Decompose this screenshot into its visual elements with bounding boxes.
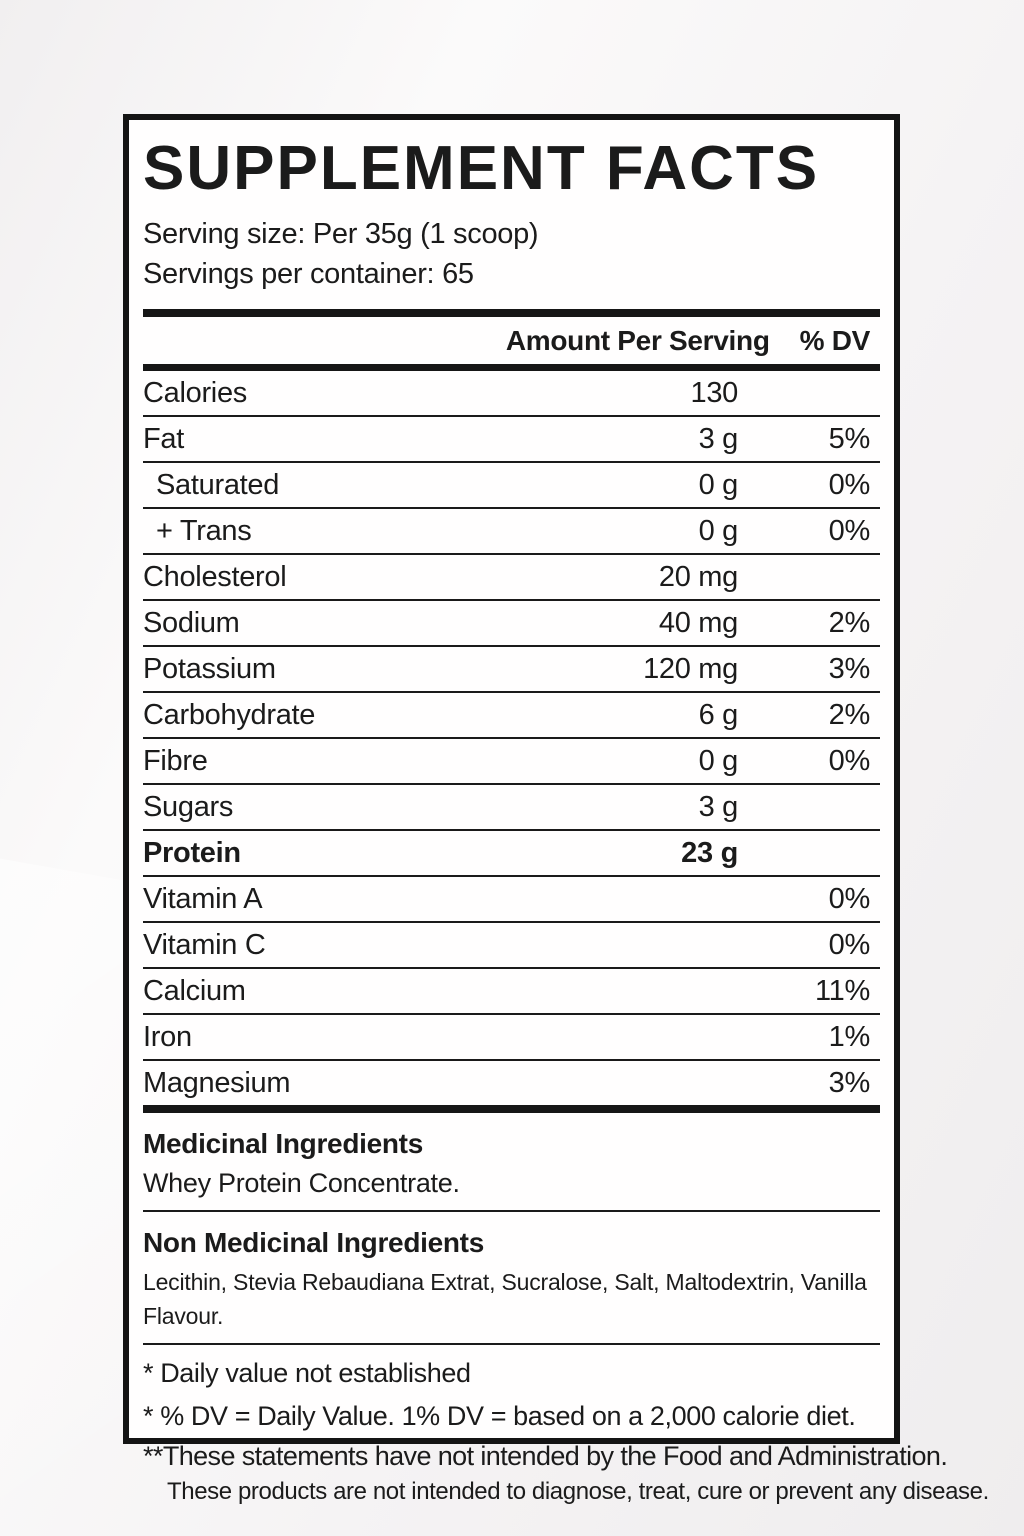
footnote-daily-value: * Daily value not established: [143, 1358, 471, 1388]
nutrient-name: Calories: [143, 376, 247, 409]
nutrient-name: Cholesterol: [143, 560, 287, 593]
nutrient-row: Potassium 120 mg 3%: [143, 647, 880, 693]
thick-rule-header: [143, 364, 880, 371]
nutrient-amount: 0 g: [698, 468, 739, 501]
nutrient-row: + Trans 0 g 0%: [143, 509, 880, 555]
medicinal-ingredients-text: Whey Protein Concentrate.: [143, 1168, 460, 1198]
nutrient-dv-percent: 11%: [815, 974, 870, 1007]
nutrient-rows: Calories 130 Fat 3 g 5% Saturated 0 g 0%…: [143, 371, 880, 1105]
percent-dv-header: % DV: [799, 324, 871, 356]
footnote-dv-definition: * % DV = Daily Value. 1% DV = based on a…: [143, 1401, 856, 1431]
nutrient-name: Iron: [143, 1020, 192, 1053]
nutrient-amount: 0 g: [698, 744, 739, 777]
nutrient-dv-percent: 3%: [828, 652, 871, 685]
footnote-fda-statement: **These statements have not intended by …: [143, 1441, 948, 1471]
nutrient-dv-percent: 0%: [828, 514, 871, 547]
footnotes: * Daily value not established * % DV = D…: [143, 1355, 989, 1508]
nutrient-name: + Trans: [156, 514, 252, 547]
nutrient-row: Sodium 40 mg 2%: [143, 601, 880, 647]
nutrient-name: Carbohydrate: [143, 698, 316, 731]
nutrient-name: Fibre: [143, 744, 208, 777]
section-divider: [143, 1210, 880, 1212]
nutrient-row: Calories 130: [143, 371, 880, 417]
nutrient-name: Magnesium: [143, 1066, 291, 1099]
nutrient-amount: 23 g: [681, 836, 738, 869]
servings-per-container-line: Servings per container: 65: [143, 258, 474, 290]
nutrient-dv-percent: 0%: [828, 882, 871, 915]
amount-per-serving-header: Amount Per Serving: [505, 324, 770, 356]
nutrient-name: Protein: [143, 836, 241, 869]
nutrient-dv-percent: 2%: [828, 698, 871, 731]
nutrient-name: Sugars: [143, 790, 234, 823]
nutrient-amount: 0 g: [698, 514, 739, 547]
thick-rule-top: [143, 309, 880, 317]
nutrient-amount: 6 g: [698, 698, 739, 731]
nutrient-dv-percent: 0%: [828, 468, 871, 501]
nutrient-row: Vitamin A 0%: [143, 877, 880, 923]
nutrient-amount: 40 mg: [658, 606, 738, 639]
nutrient-row: Fat 3 g 5%: [143, 417, 880, 463]
nutrient-name: Calcium: [143, 974, 246, 1007]
nutrient-row: Carbohydrate 6 g 2%: [143, 693, 880, 739]
nutrient-name: Potassium: [143, 652, 276, 685]
nutrient-row: Calcium 11%: [143, 969, 880, 1015]
nutrient-dv-percent: 5%: [828, 422, 871, 455]
section-divider: [143, 1343, 880, 1345]
nutrient-amount: 120 mg: [643, 652, 738, 685]
nutrient-row: Saturated 0 g 0%: [143, 463, 880, 509]
nutrient-name: Vitamin C: [143, 928, 266, 961]
medicinal-ingredients-section: Medicinal Ingredients Whey Protein Conce…: [143, 1127, 880, 1200]
nutrient-row: Fibre 0 g 0%: [143, 739, 880, 785]
medicinal-ingredients-heading: Medicinal Ingredients: [143, 1128, 423, 1159]
non-medicinal-ingredients-text: Lecithin, Stevia Rebaudiana Extrat, Sucr…: [143, 1269, 867, 1329]
nutrient-row: Sugars 3 g: [143, 785, 880, 831]
nutrient-amount: 3 g: [698, 422, 739, 455]
nutrient-amount: 20 mg: [658, 560, 738, 593]
serving-info: Serving size: Per 35g (1 scoop) Servings…: [143, 214, 880, 294]
non-medicinal-ingredients-section: Non Medicinal Ingredients Lecithin, Stev…: [143, 1226, 880, 1333]
footnote-disease-disclaimer: These products are not intended to diagn…: [167, 1478, 989, 1505]
nutrient-dv-percent: 1%: [828, 1020, 871, 1053]
nutrient-row: Protein 23 g: [143, 831, 880, 877]
nutrient-dv-percent: 3%: [828, 1066, 871, 1099]
nutrient-name: Saturated: [156, 468, 280, 501]
thick-rule-bottom: [143, 1105, 880, 1113]
table-header-row: Amount Per Serving % DV: [143, 317, 880, 364]
supplement-facts-label: SUPPLEMENT FACTS Serving size: Per 35g (…: [123, 114, 989, 1505]
nutrient-row: Iron 1%: [143, 1015, 880, 1061]
nutrient-name: Fat: [143, 422, 184, 455]
serving-size-line: Serving size: Per 35g (1 scoop): [143, 218, 539, 250]
nutrient-dv-percent: 0%: [828, 928, 871, 961]
nutrient-dv-percent: 0%: [828, 744, 871, 777]
nutrient-row: Magnesium 3%: [143, 1061, 880, 1105]
nutrient-name: Sodium: [143, 606, 240, 639]
nutrient-amount: 3 g: [698, 790, 739, 823]
non-medicinal-ingredients-heading: Non Medicinal Ingredients: [143, 1227, 484, 1258]
label-title: SUPPLEMENT FACTS: [143, 134, 820, 203]
nutrient-amount: 130: [690, 376, 739, 409]
nutrient-row: Cholesterol 20 mg: [143, 555, 880, 601]
nutrient-row: Vitamin C 0%: [143, 923, 880, 969]
nutrient-name: Vitamin A: [143, 882, 263, 915]
nutrient-dv-percent: 2%: [828, 606, 871, 639]
